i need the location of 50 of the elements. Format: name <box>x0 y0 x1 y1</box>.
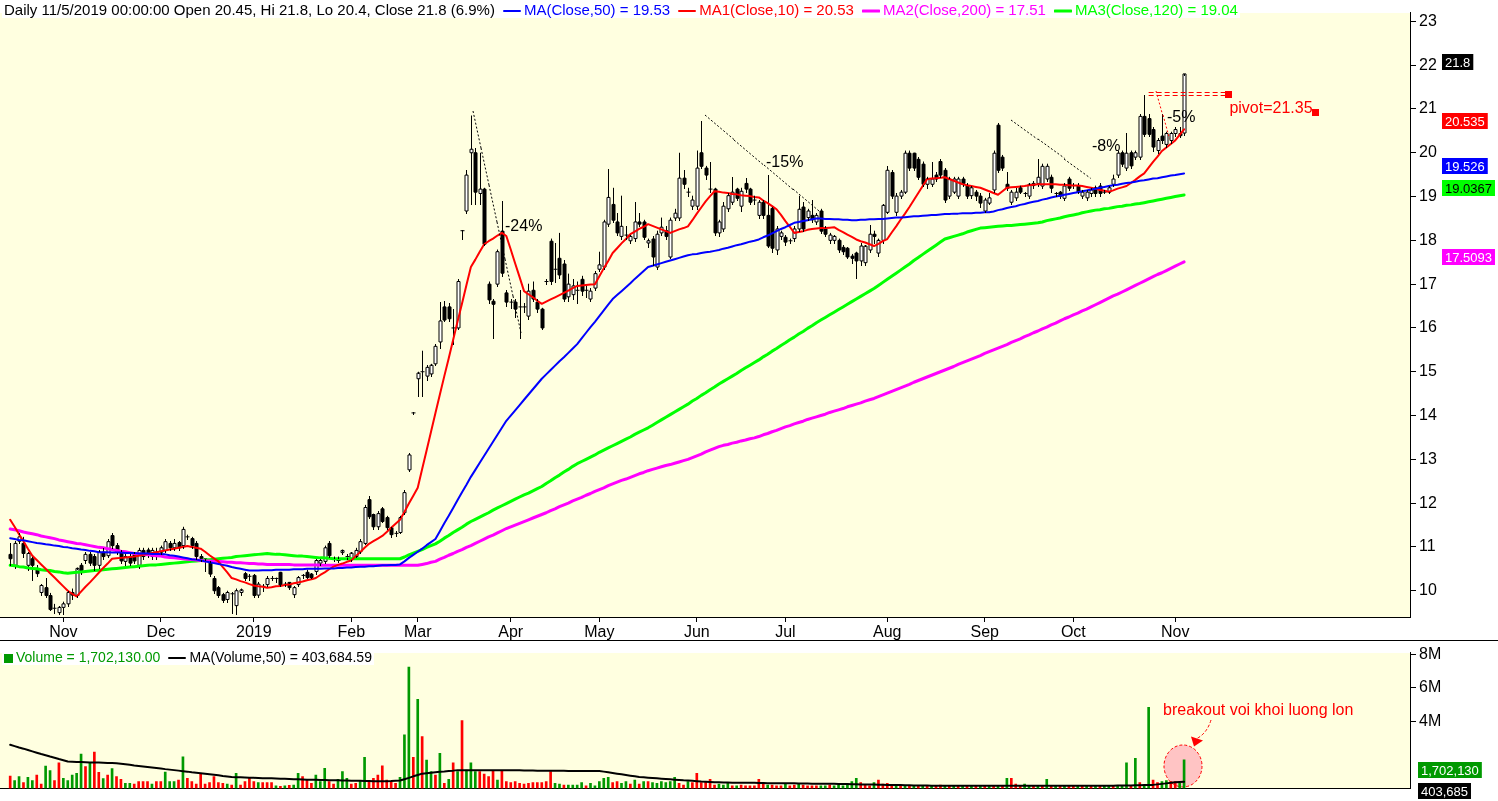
y-tick-label: 10 <box>1419 581 1437 599</box>
x-tick-label: Aug <box>873 623 902 641</box>
legend-label: MA(Close,50) = 19.53 <box>523 1 671 18</box>
x-tick-label: Jun <box>683 623 710 641</box>
text: 20.535 <box>1445 113 1485 129</box>
legend-label: MA2(Close,200) = 17.51 <box>882 1 1046 18</box>
annotation: -5% <box>1167 108 1196 125</box>
annotation: breakout voi khoi luong lon <box>1163 701 1354 718</box>
text: 21.8 <box>1445 54 1471 70</box>
text: 17.5093 <box>1445 249 1492 265</box>
y-tick-label: 14 <box>1419 405 1437 423</box>
y-tick-label: 19 <box>1419 186 1437 204</box>
x-tick-label: Sep <box>970 623 1000 641</box>
ref-line-label: pivot=21.35 <box>1229 98 1313 116</box>
y-tick-label: 15 <box>1419 362 1437 380</box>
y-tick-label: 22 <box>1419 55 1437 73</box>
x-tick-label: 2019 <box>236 623 272 641</box>
x-tick-label: Nov <box>1160 623 1190 641</box>
x-tick-label: May <box>584 623 615 641</box>
y-tick-label: 11 <box>1419 537 1436 555</box>
legend-label: MA(Volume,50) = 403,684.59 <box>189 649 372 665</box>
legend-label: MA3(Close,120) = 19.04 <box>1074 1 1238 18</box>
annotation: -8% <box>1092 137 1121 154</box>
y-tick-label: 21 <box>1419 99 1437 117</box>
text: 403,685 <box>1421 783 1468 799</box>
chart-title: Daily 11/5/2019 00:00:00 Open 20.45, Hi 21.8, Lo 20.4, Close 21.8 (6.9%) <box>4 1 495 18</box>
legend-label: Volume = 1,702,130.00 <box>16 649 161 665</box>
x-tick-label: Jul <box>775 623 796 641</box>
text: 1,702,130 <box>1421 762 1479 778</box>
y-tick-label: 16 <box>1419 318 1437 336</box>
annotation: -24% <box>505 217 543 234</box>
y-tick-label: 12 <box>1419 493 1437 511</box>
y-tick-label: 6M <box>1419 678 1442 696</box>
x-tick-label: Apr <box>498 623 524 641</box>
annotation: -15% <box>766 153 804 170</box>
legend-label: MA1(Close,10) = 20.53 <box>699 1 854 18</box>
text: 19.526 <box>1445 158 1485 174</box>
y-tick-label: 20 <box>1419 143 1437 161</box>
text: 19.0367 <box>1445 180 1492 196</box>
x-tick-label: Feb <box>337 623 366 641</box>
y-tick-label: 4M <box>1419 711 1442 729</box>
y-tick-label: 13 <box>1419 449 1437 467</box>
x-tick-label: Oct <box>1060 623 1087 641</box>
y-tick-label: 23 <box>1419 11 1437 29</box>
x-tick-label: Mar <box>403 623 433 641</box>
x-tick-label: Nov <box>49 623 78 641</box>
y-tick-label: 17 <box>1419 274 1437 292</box>
y-tick-label: 8M <box>1419 644 1442 662</box>
y-tick-label: 18 <box>1419 230 1437 248</box>
x-tick-label: Dec <box>146 623 176 641</box>
